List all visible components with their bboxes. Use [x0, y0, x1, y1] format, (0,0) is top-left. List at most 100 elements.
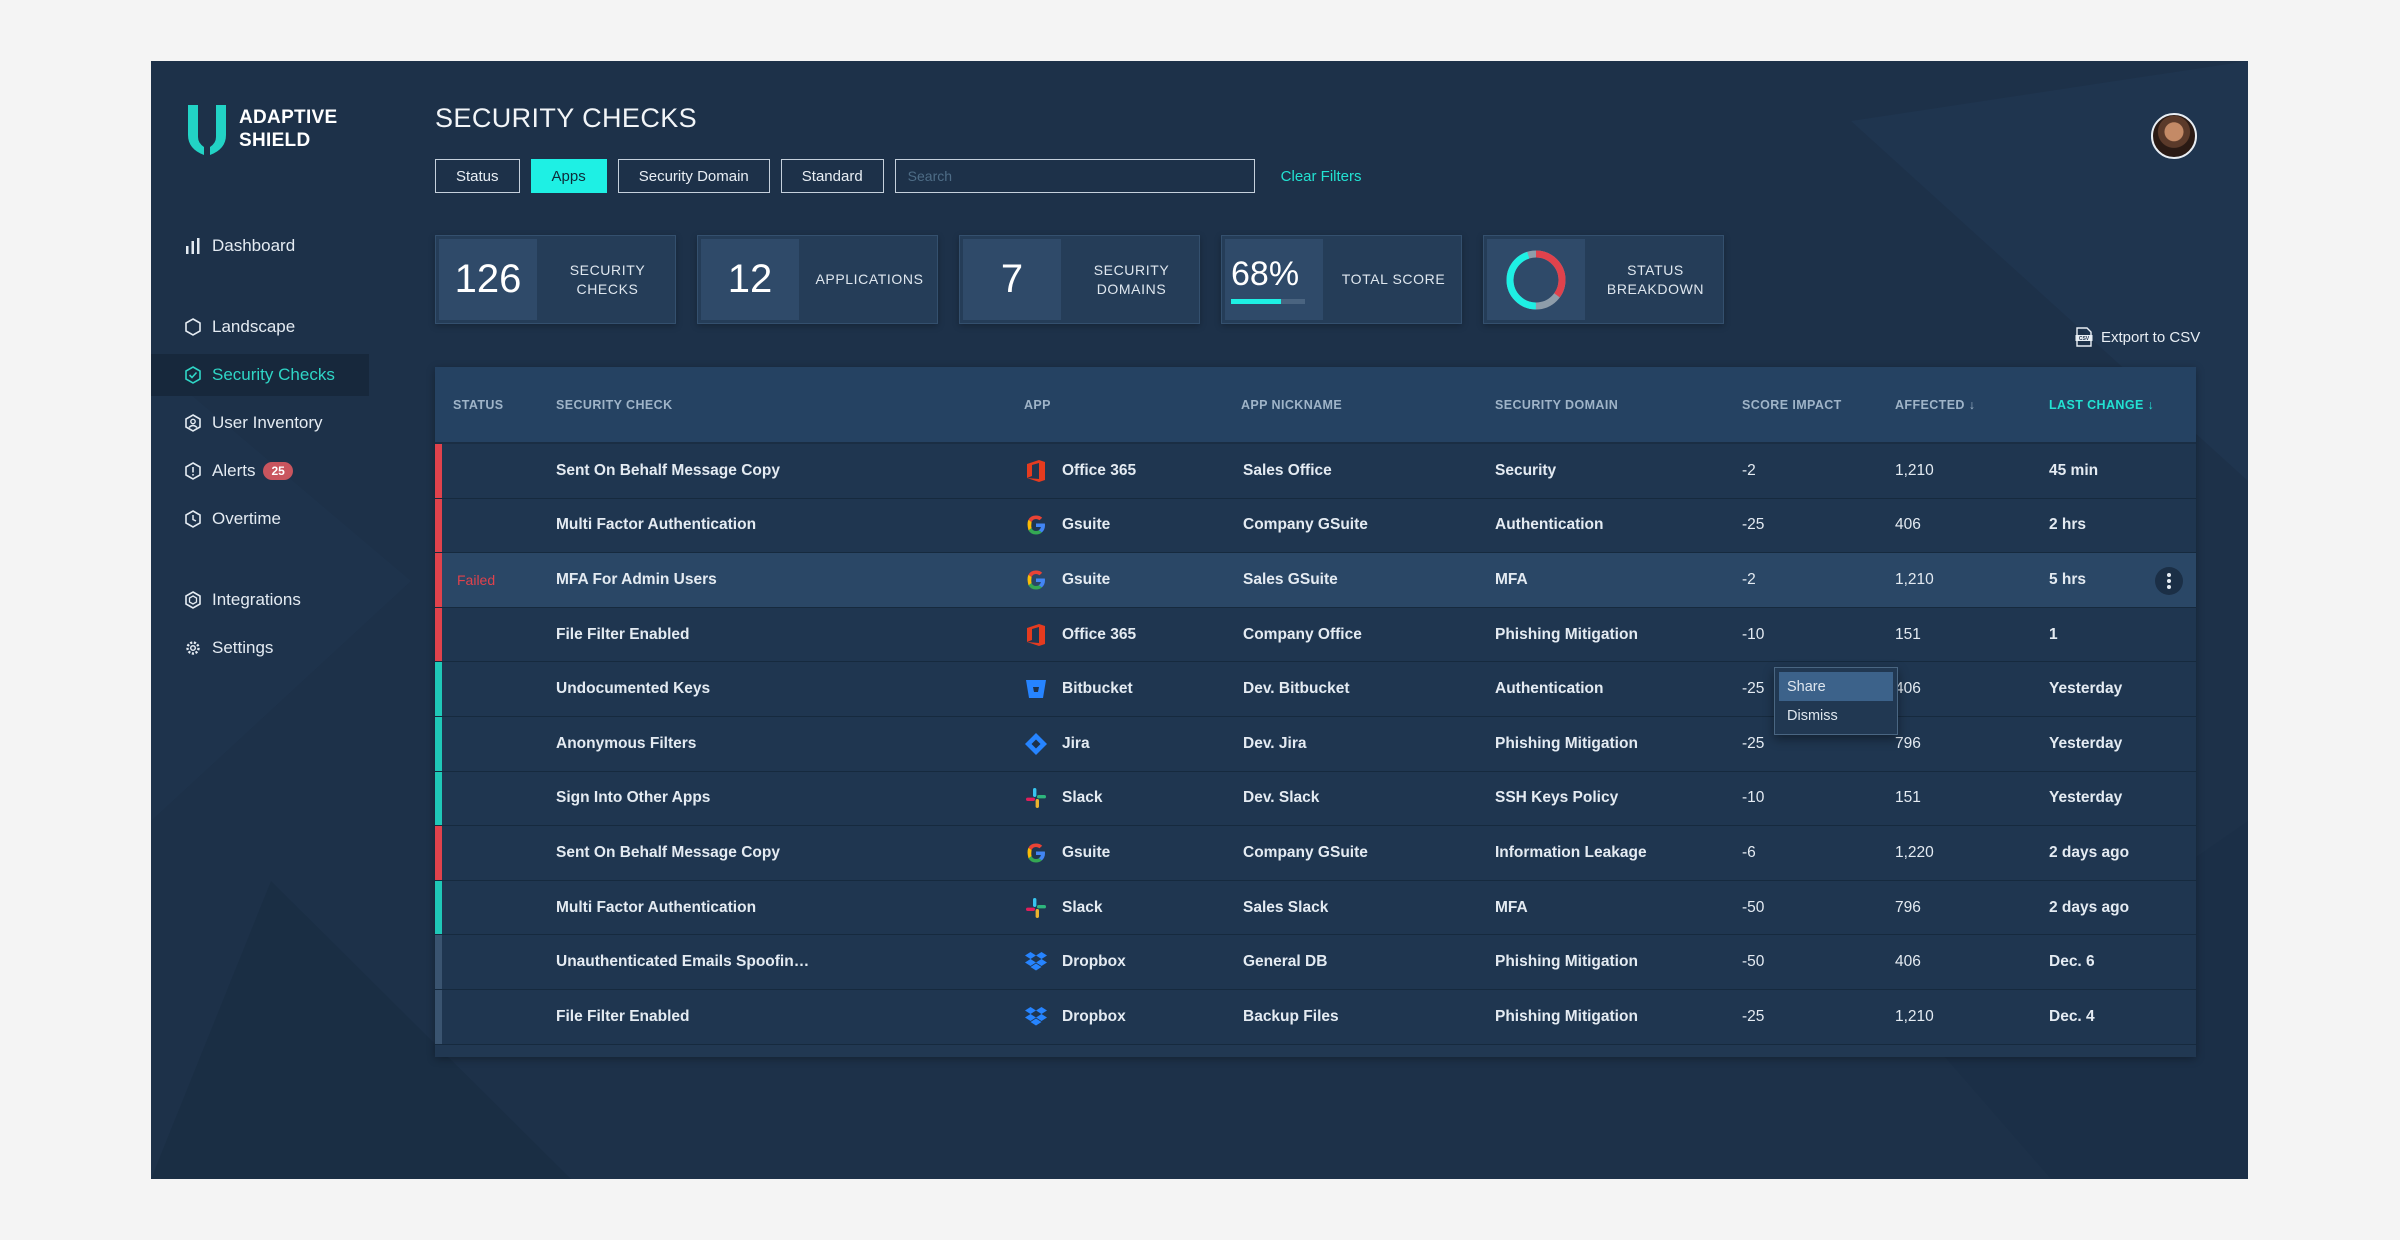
search-input[interactable]: [894, 159, 1255, 193]
column-header-affected[interactable]: AFFECTED ↓: [1895, 397, 1976, 412]
security-check-name[interactable]: Sent On Behalf Message Copy: [556, 843, 780, 861]
office365-icon: [1024, 623, 1048, 647]
column-header-last-change[interactable]: LAST CHANGE ↓: [2049, 397, 2155, 412]
sidebar-item-alerts[interactable]: Alerts 25: [151, 450, 369, 492]
score-impact: -25: [1742, 680, 1765, 698]
row-more-icon[interactable]: [2155, 567, 2183, 596]
filter-status-button[interactable]: Status: [435, 159, 520, 193]
card-value: 68%: [1231, 255, 1300, 293]
security-check-name[interactable]: Multi Factor Authentication: [556, 898, 757, 916]
integrations-icon: [184, 591, 202, 609]
avatar[interactable]: [2151, 113, 2197, 159]
table-row[interactable]: Undocumented Keys Bitbucket Dev. Bitbucket…: [435, 662, 2196, 717]
table-row[interactable]: Multi Factor Authentication Gsuite Company…: [435, 498, 2196, 554]
column-header-app[interactable]: APP: [1024, 397, 1051, 412]
sidebar-item-settings[interactable]: Settings: [151, 627, 369, 669]
last-change: 5 hrs: [2049, 570, 2087, 588]
sidebar-item-user-inventory[interactable]: User Inventory: [151, 402, 369, 444]
card-security-checks[interactable]: 126 SECURITY CHECKS: [435, 235, 676, 324]
affected-count: 1,210: [1895, 570, 1934, 588]
filter-standard-button[interactable]: Standard: [780, 159, 884, 193]
security-check-name[interactable]: Sent On Behalf Message Copy: [556, 461, 780, 479]
sidebar-item-dashboard[interactable]: Dashboard: [151, 225, 369, 267]
column-header-status[interactable]: STATUS: [453, 397, 504, 412]
sidebar-item-label: Settings: [212, 638, 274, 657]
security-checks-table: STATUS SECURITY CHECK APP APP NICKNAME S…: [435, 367, 2196, 1057]
clear-filters-link[interactable]: Clear Filters: [1280, 167, 1362, 185]
table-row[interactable]: Unauthenticated Emails Spoofin… Dropbox Ge…: [435, 935, 2196, 990]
slack-icon: [1024, 786, 1048, 810]
security-domain: Authentication: [1495, 680, 1604, 698]
app-nickname: Sales GSuite: [1243, 570, 1338, 588]
table-row[interactable]: File Filter Enabled Dropbox Backup Files Ph…: [435, 990, 2196, 1045]
security-domain: MFA: [1495, 898, 1528, 916]
sidebar-item-overtime[interactable]: Overtime: [151, 498, 369, 540]
csv-file-icon: CSV: [2075, 327, 2093, 347]
security-check-name[interactable]: MFA For Admin Users: [556, 570, 717, 588]
app-name: Gsuite: [1062, 570, 1111, 588]
security-check-name[interactable]: Undocumented Keys: [556, 680, 711, 698]
app-cell: Dropbox: [1024, 990, 1126, 1044]
app-name: Office 365: [1062, 461, 1137, 479]
table-row[interactable]: Anonymous Filters Jira Dev. Jira Phishing M…: [435, 717, 2196, 772]
card-security-domains[interactable]: 7 SECURITY DOMAINS: [959, 235, 1200, 324]
security-check-name[interactable]: File Filter Enabled: [556, 1007, 690, 1025]
stat-cards: 126 SECURITY CHECKS 12 APPLICATIONS 7 SE…: [435, 235, 1745, 324]
filter-security-domain-button[interactable]: Security Domain: [617, 159, 770, 193]
clock-hex-icon: [184, 510, 202, 528]
security-check-name[interactable]: Sign Into Other Apps: [556, 789, 711, 807]
column-header-security-domain[interactable]: SECURITY DOMAIN: [1495, 397, 1619, 412]
gsuite-icon: [1024, 568, 1048, 592]
card-label: SECURITY DOMAINS: [1093, 261, 1170, 297]
card-applications[interactable]: 12 APPLICATIONS: [697, 235, 938, 324]
status-indicator: [435, 607, 442, 662]
card-value: 12: [701, 239, 799, 320]
card-label: TOTAL SCORE: [1341, 271, 1446, 287]
table-row[interactable]: Sent On Behalf Message Copy Gsuite Company…: [435, 826, 2196, 881]
gsuite-icon: [1024, 841, 1048, 865]
status-indicator: [435, 662, 442, 716]
score-impact: -6: [1742, 843, 1756, 861]
table-row[interactable]: Sign Into Other Apps Slack Dev. Slack SSH K…: [435, 771, 2196, 827]
sidebar-item-security-checks[interactable]: Security Checks: [151, 354, 369, 396]
table-row[interactable]: File Filter Enabled Office 365 Company Off…: [435, 607, 2196, 663]
card-status-breakdown[interactable]: STATUS BREAKDOWN: [1483, 235, 1724, 324]
security-domain: Phishing Mitigation: [1495, 953, 1638, 971]
export-csv-button[interactable]: CSV Extport to CSV: [2075, 327, 2200, 347]
app-nickname: Company Office: [1243, 625, 1362, 643]
security-domain: Phishing Mitigation: [1495, 625, 1638, 643]
app-nickname: Dev. Slack: [1243, 789, 1320, 807]
filter-apps-button[interactable]: Apps: [530, 159, 607, 193]
menu-item-dismiss[interactable]: Dismiss: [1787, 707, 1838, 724]
last-change: Yesterday: [2049, 734, 2123, 752]
security-domain: SSH Keys Policy: [1495, 789, 1619, 807]
dropbox-icon: [1024, 950, 1048, 974]
alerts-count-badge: 25: [263, 462, 293, 480]
table-row[interactable]: Multi Factor Authentication Slack Sales Sl…: [435, 880, 2196, 936]
app-cell: Office 365: [1024, 444, 1136, 498]
score-impact: -25: [1742, 734, 1765, 752]
svg-text:CSV: CSV: [2079, 336, 2090, 342]
app-cell: Jira: [1024, 717, 1090, 771]
security-check-name[interactable]: Unauthenticated Emails Spoofin…: [556, 953, 810, 971]
security-check-name[interactable]: Multi Factor Authentication: [556, 516, 757, 534]
menu-item-share[interactable]: Share: [1779, 672, 1893, 701]
table-row[interactable]: Failed MFA For Admin Users Gsuite Sales GSu…: [435, 553, 2196, 608]
sidebar-item-integrations[interactable]: Integrations: [151, 579, 369, 621]
column-header-score-impact[interactable]: SCORE IMPACT: [1742, 397, 1842, 412]
security-check-name[interactable]: Anonymous Filters: [556, 734, 697, 752]
table-row[interactable]: Sent On Behalf Message Copy Office 365 Sal…: [435, 444, 2196, 499]
brand-line-1: ADAPTIVE: [239, 107, 338, 128]
logo[interactable]: ADAPTIVE SHIELD: [184, 103, 337, 155]
column-header-security-check[interactable]: SECURITY CHECK: [556, 397, 673, 412]
affected-count: 1,210: [1895, 1007, 1934, 1025]
filter-bar: Status Apps Security Domain Standard Cle…: [435, 159, 1362, 193]
dropbox-icon: [1024, 1005, 1048, 1029]
brand-line-2: SHIELD: [239, 130, 311, 151]
sidebar-item-label: Landscape: [212, 317, 296, 336]
sidebar-item-landscape[interactable]: Landscape: [151, 306, 369, 348]
card-total-score[interactable]: 68% TOTAL SCORE: [1221, 235, 1462, 324]
column-header-app-nickname[interactable]: APP NICKNAME: [1241, 397, 1343, 412]
security-check-name[interactable]: File Filter Enabled: [556, 625, 690, 643]
card-value: 7: [963, 239, 1061, 320]
